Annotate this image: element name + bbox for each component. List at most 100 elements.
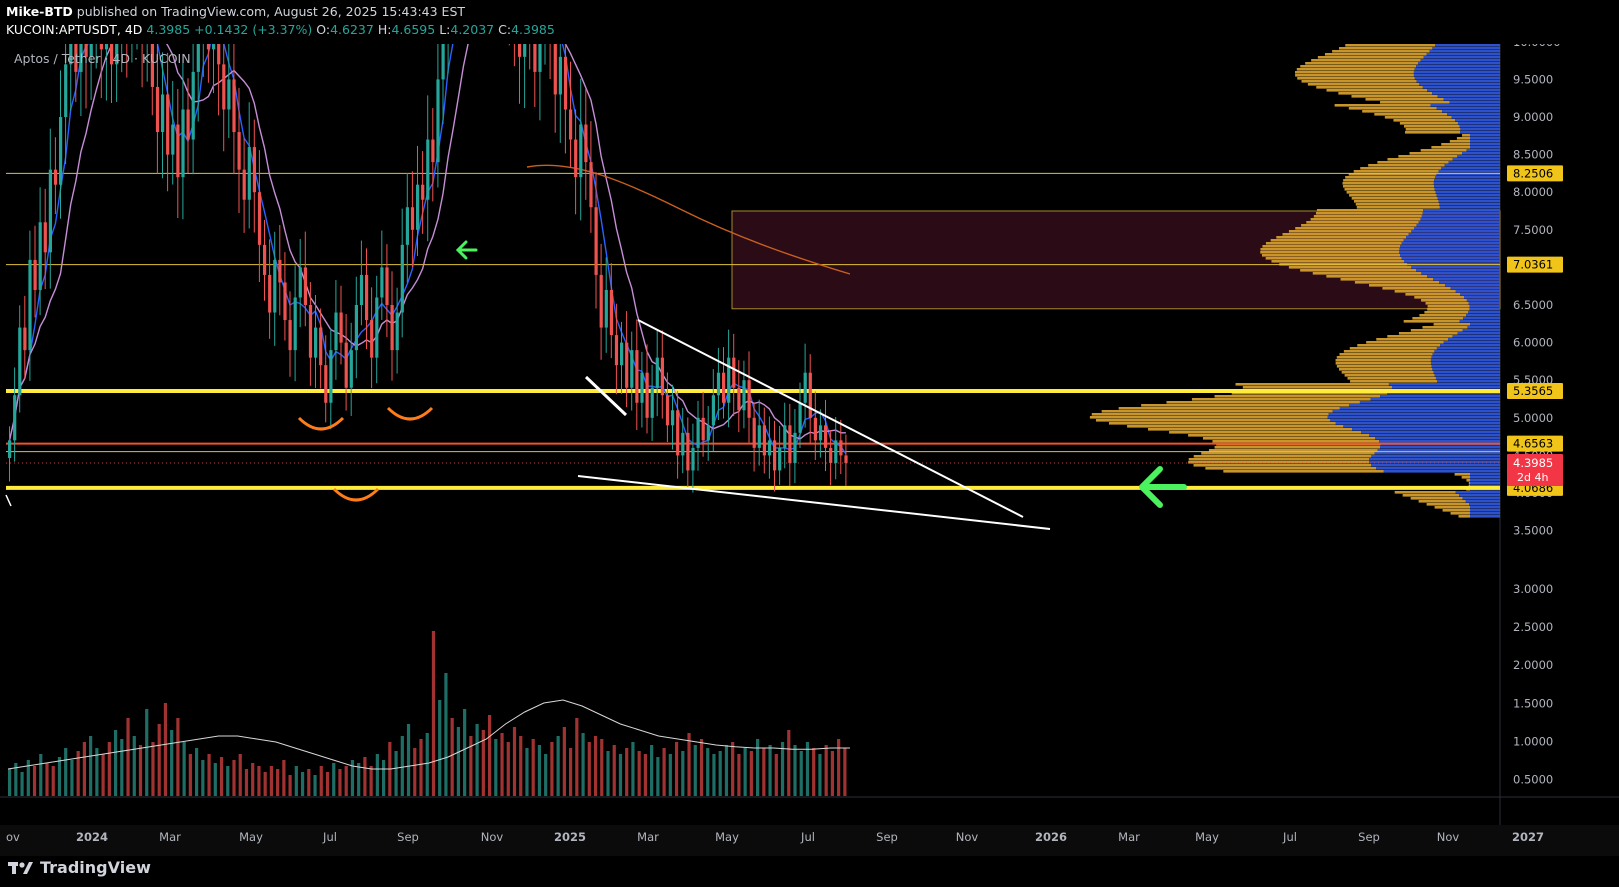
drawings[interactable]: [5, 240, 1187, 530]
volume-profile-bar: [1404, 125, 1460, 128]
volume-bar: [244, 769, 249, 796]
current-price-badge[interactable]: [1507, 454, 1563, 487]
price-tick-label: 2.0000: [1513, 658, 1553, 672]
candle-body: [813, 417, 817, 441]
volume-profile-bar: [1459, 125, 1500, 128]
candle-body: [365, 274, 369, 321]
candle-body: [18, 327, 22, 396]
volume-profile-bar: [1343, 179, 1435, 182]
volume-bar: [70, 760, 74, 796]
upper-trendline[interactable]: [637, 319, 1024, 518]
volume-bar: [350, 760, 355, 796]
candle-body: [390, 305, 394, 351]
volume-profile-bar: [1398, 155, 1458, 158]
volume-bar: [600, 739, 604, 796]
candle-body: [161, 94, 165, 133]
volume-profile-bar: [1306, 221, 1419, 224]
level-badge[interactable]: [1507, 256, 1563, 273]
volume-bar: [338, 769, 342, 796]
volume-profile-bar: [1394, 290, 1456, 293]
volume-profile-bar: [1469, 503, 1500, 506]
volume-bar: [400, 736, 404, 796]
volume-profile-bar: [1470, 140, 1500, 143]
level-badge[interactable]: [1507, 435, 1563, 452]
volume-profile-bar: [1414, 77, 1500, 80]
volume-profile-bar: [1460, 131, 1500, 134]
volume-profile-bar: [1349, 194, 1437, 197]
volume-profile-bar: [1317, 56, 1424, 59]
volume-bar: [294, 766, 298, 796]
volume-profile-bar: [1447, 113, 1500, 116]
candle-body: [278, 259, 282, 283]
support-arc[interactable]: [332, 487, 380, 502]
volume-profile-bar: [1326, 89, 1428, 92]
high-label: H:: [377, 22, 392, 37]
time-tick-label: Mar: [159, 830, 181, 844]
price-chart[interactable]: 10.0000 9.5000 9.0000 8.5000 8.0000 7.5000 7.0…: [0, 44, 1619, 856]
lower-trendline[interactable]: [577, 475, 1051, 530]
symbol-label[interactable]: KUCOIN:APTUSDT, 4D: [6, 22, 143, 37]
volume-profile-bar: [1408, 233, 1500, 236]
volume-profile-bar: [1360, 167, 1442, 170]
volume-profile-bar: [1235, 383, 1389, 386]
volume-profile-bar: [1399, 122, 1458, 125]
volume-profile-bar: [1335, 359, 1431, 362]
volume-bar: [843, 748, 847, 796]
tradingview-brand[interactable]: TradingView: [8, 858, 151, 877]
time-axis[interactable]: ov 2024 Mar May Jul Sep Nov 2025 Mar May Jul Sep Nov…: [6, 830, 1544, 844]
volume-profile-bar: [1311, 59, 1421, 62]
volume-profile-bar: [1355, 203, 1440, 206]
candle-body: [431, 139, 435, 163]
close-label: C:: [498, 22, 512, 37]
time-tick-label: 2025: [554, 830, 586, 844]
volume-profile-bar: [1387, 158, 1453, 161]
volume-bar: [625, 748, 629, 796]
volume-bar: [481, 730, 485, 796]
volume-bar: [313, 775, 317, 796]
author-name[interactable]: Mike-BTD: [6, 4, 73, 19]
candle-body: [329, 350, 333, 403]
candle-body: [104, 44, 109, 50]
support-arc[interactable]: [386, 406, 434, 421]
volume-profile-bar: [1441, 143, 1470, 146]
volume-bar: [805, 742, 810, 796]
candle-body: [23, 327, 27, 351]
volume-bar: [562, 727, 566, 796]
volume-bar: [107, 742, 111, 796]
time-tick-label: Mar: [637, 830, 659, 844]
volume-profile-bar: [1301, 224, 1417, 227]
level-badge-text: 7.0361: [1513, 258, 1553, 272]
edge-trendline[interactable]: [5, 494, 12, 507]
volume-profile-bar: [1457, 155, 1500, 158]
volume-profile-bar: [1336, 365, 1432, 368]
volume-profile-bar: [1353, 170, 1439, 173]
price-axis[interactable]: 10.0000 9.5000 9.0000 8.5000 8.0000 7.5000 7.0…: [1507, 44, 1563, 787]
volume-bar: [793, 745, 797, 796]
level-badge[interactable]: [1507, 165, 1563, 182]
volume-profile-bar: [1394, 491, 1456, 494]
volume-profile-bar: [1380, 446, 1500, 449]
volume-bar: [525, 748, 529, 796]
volume-profile-bar: [1413, 227, 1500, 230]
volume-profile-bar: [1470, 509, 1500, 512]
volume-bar: [145, 709, 149, 796]
volume-profile-bar: [1369, 461, 1500, 464]
candle-body: [237, 132, 241, 170]
volume-profile-bar: [1437, 197, 1500, 200]
candle-body: [13, 395, 17, 441]
support-arc[interactable]: [297, 416, 345, 431]
low-value: 4.2037: [450, 22, 495, 37]
candle-body: [604, 289, 608, 328]
volume-profile-bar: [1205, 467, 1377, 470]
volume-profile-bar: [1339, 353, 1433, 356]
level-badge[interactable]: [1507, 382, 1563, 399]
volume-profile-bar: [1365, 98, 1444, 101]
volume-bar: [737, 754, 741, 796]
chart-grid: [0, 44, 1619, 856]
candle-body: [405, 207, 409, 245]
horizontal-levels[interactable]: [6, 44, 1500, 490]
volume-profile-bar: [1435, 377, 1500, 380]
short-trendline[interactable]: [584, 375, 628, 417]
volume-profile-bar: [1470, 134, 1500, 137]
volume-profile-bar: [1414, 68, 1500, 71]
